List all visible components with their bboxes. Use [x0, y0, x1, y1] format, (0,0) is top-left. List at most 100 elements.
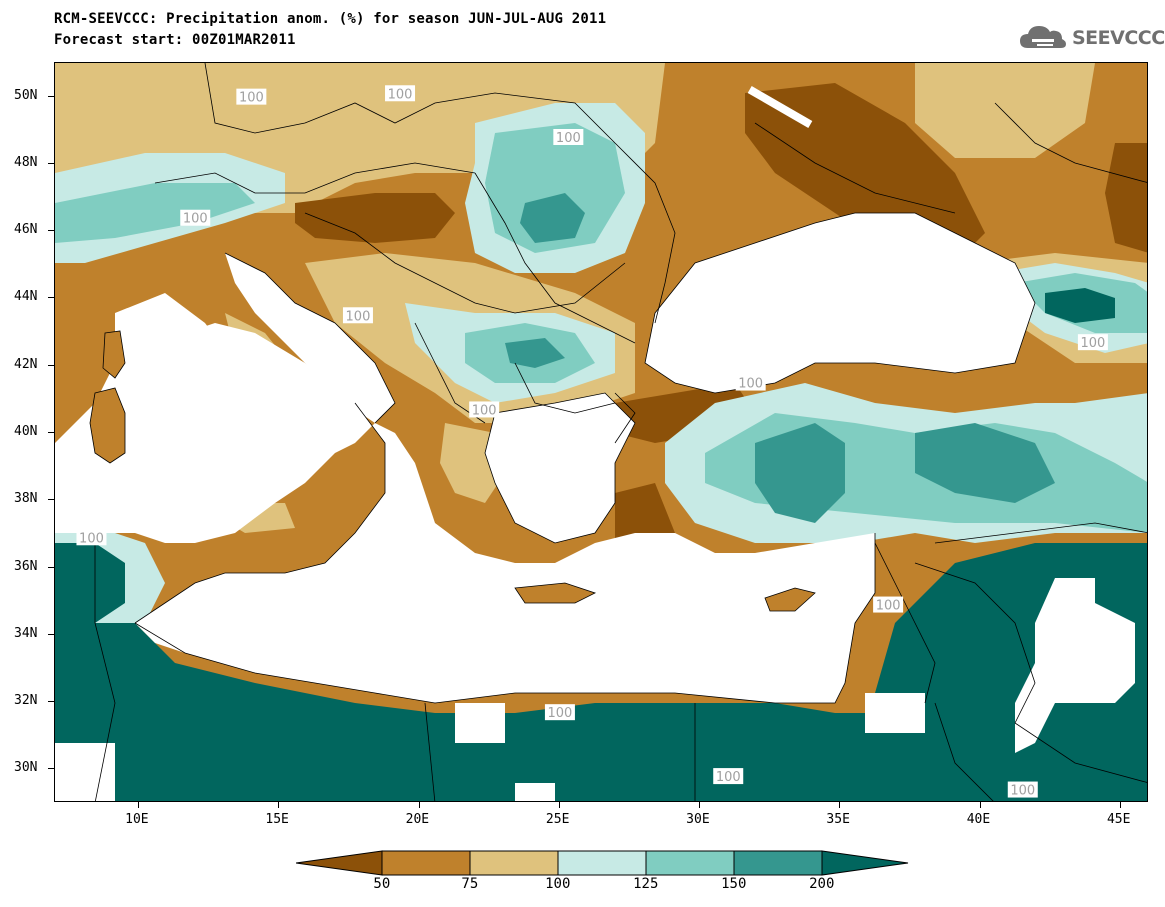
contour-label-100: 100	[548, 706, 573, 721]
y-tick-mark	[48, 297, 54, 299]
contour-label-100: 100	[79, 531, 104, 546]
contour-label-100: 100	[556, 131, 581, 146]
colorbar-label: 150	[721, 876, 747, 892]
y-tick-mark	[48, 432, 54, 433]
contour-label-100: 100	[1010, 784, 1035, 799]
y-tick-label: 32N	[14, 693, 38, 709]
contour-label-bg	[735, 374, 766, 391]
contour-label-bg	[1077, 334, 1108, 351]
logo-text: SEEVCCC	[1072, 27, 1165, 49]
contour-label-bg	[236, 88, 267, 105]
cloud-icon	[1020, 26, 1066, 48]
anomaly-region-above-200-caucasus	[1045, 288, 1115, 323]
colorbar	[296, 850, 909, 876]
colorbar-label: 200	[809, 876, 835, 892]
contour-label-100: 100	[346, 309, 371, 324]
anomaly-region-125-150-alps	[55, 183, 255, 243]
contour-label-bg	[76, 529, 107, 546]
colorbar-label: 125	[633, 876, 659, 892]
contour-label-bg	[180, 209, 211, 226]
colorbar-label: 75	[461, 876, 479, 892]
contour-labels: 100 100 100 100 100 100 100 100 100 100 100 100 100	[76, 85, 1108, 799]
island-sardinia	[90, 388, 125, 463]
forecast-start-subtitle: Forecast start: 00Z01MAR2011	[54, 32, 296, 48]
masked-area-lake-ukraine	[747, 86, 813, 128]
anomaly-region-150-200-anatolia-e	[915, 423, 1055, 503]
x-tick-mark	[839, 802, 841, 808]
contour-label-bg	[544, 704, 575, 721]
masked-area-egypt-1	[455, 703, 505, 743]
island-crete	[515, 583, 595, 603]
island-cyprus	[765, 588, 815, 611]
contour-label-100: 100	[876, 599, 901, 614]
x-tick-label: 40E	[966, 812, 991, 827]
colorbar-label: 50	[373, 876, 391, 892]
contour-label-bg	[553, 129, 584, 145]
seevccc-logo: SEEVCCC	[1018, 22, 1165, 54]
contour-label-100: 100	[239, 91, 264, 106]
y-tick-label: 46N	[14, 222, 38, 238]
y-tick-label: 44N	[14, 289, 38, 305]
contour-label-100: 100	[388, 87, 413, 102]
anomaly-region-125-150-carpathian	[485, 123, 625, 253]
y-tick-label: 42N	[14, 356, 38, 372]
y-tick-mark	[48, 566, 54, 568]
colorbar-segment	[645, 850, 735, 876]
masked-area-libya	[55, 743, 115, 801]
colorbar-segment	[557, 850, 647, 876]
contour-label-bg	[385, 85, 416, 102]
y-tick-mark	[48, 701, 54, 703]
colorbar-right-arrow	[821, 850, 909, 876]
sea-aegean	[485, 393, 635, 543]
island-corsica	[103, 331, 125, 378]
anomaly-region-150-200-serbia	[505, 338, 565, 368]
coastlines	[89, 212, 1036, 704]
x-tick-label: 15E	[265, 812, 289, 827]
x-tick-label: 30E	[686, 812, 710, 827]
anomaly-region-150-200-carpathian	[520, 193, 585, 243]
y-tick-label: 30N	[14, 760, 38, 776]
sea-black-sea	[645, 213, 1035, 393]
masked-area-sinai	[865, 693, 925, 733]
y-tick-label: 40N	[14, 424, 38, 439]
y-tick-mark	[48, 633, 54, 635]
anomaly-region-below-50-east	[1105, 143, 1147, 253]
contour-label-bg	[469, 401, 500, 418]
x-tick-mark	[138, 802, 140, 808]
colorbar-segment	[733, 850, 823, 876]
sea-adriatic	[225, 253, 395, 423]
anomaly-region-150-200-anatolia-w	[755, 423, 845, 523]
sea-tyrrhenian	[115, 293, 255, 423]
x-tick-label: 35E	[826, 812, 850, 827]
sea-mediterranean	[55, 323, 875, 703]
contour-label-100: 100	[738, 377, 763, 392]
precipitation-anomaly-map: 100 100 100 100 100 100 100 100 100 100 100 100 100	[55, 63, 1147, 801]
contour-label-bg	[342, 307, 373, 324]
map-frame: 100 100 100 100 100 100 100 100 100 100 100 100 100	[54, 62, 1148, 802]
x-tick-mark	[699, 802, 701, 808]
y-tick-label: 34N	[14, 625, 38, 641]
colorbar-label: 100	[545, 876, 571, 892]
contour-label-bg	[1007, 781, 1038, 798]
anomaly-region-above-200-tunisia	[55, 543, 125, 623]
colorbar-segment	[469, 850, 559, 876]
y-tick-mark	[48, 230, 54, 232]
x-tick-label: 20E	[405, 812, 430, 827]
contour-label-100: 100	[716, 770, 741, 785]
colorbar-segment	[381, 850, 471, 876]
x-tick-mark	[418, 802, 420, 808]
contour-label-100: 100	[1080, 336, 1105, 351]
anomaly-region-above-200-nafrica	[55, 543, 1147, 801]
y-tick-label: 36N	[14, 558, 38, 574]
country-borders	[94, 63, 1147, 801]
colorbar-left-arrow	[296, 850, 383, 876]
x-tick-label: 25E	[545, 812, 570, 827]
y-tick-mark	[48, 95, 54, 97]
y-tick-label: 50N	[14, 87, 38, 103]
y-tick-mark	[48, 162, 54, 164]
x-tick-label: 45E	[1106, 812, 1131, 827]
x-tick-mark	[558, 802, 560, 808]
x-tick-mark	[979, 802, 981, 808]
contour-label-bg	[713, 768, 744, 785]
x-tick-label: 10E	[125, 812, 149, 827]
